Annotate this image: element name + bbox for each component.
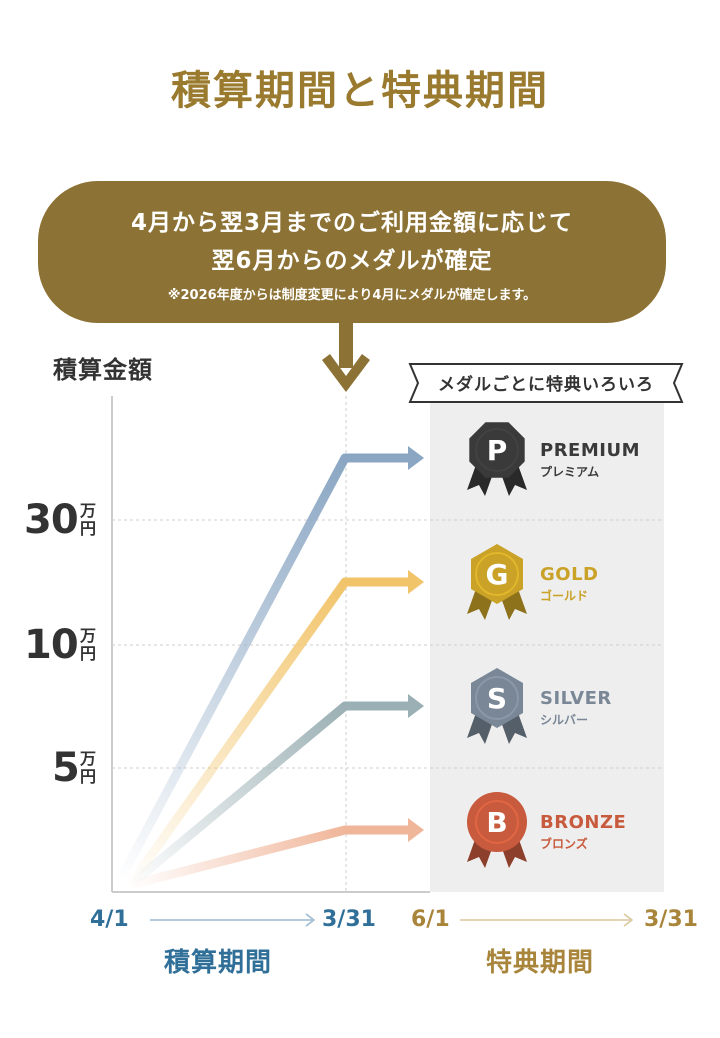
down-arrow-icon xyxy=(322,322,370,392)
page-title: 積算期間と特典期間 xyxy=(171,67,549,114)
y-tick-5: 5 万 円 xyxy=(52,745,97,791)
medal-label-premium: PREMIUM プレミアム xyxy=(540,440,640,480)
bubble-note: ※2026年度からは制度変更により4月にメダルが確定します。 xyxy=(167,288,537,303)
accumulation-period-name: 積算期間 xyxy=(164,948,273,978)
benefit-end: 3/31 xyxy=(644,907,698,932)
medal-label-gold: GOLD ゴールド xyxy=(540,564,599,604)
medal-name-en: BRONZE xyxy=(540,812,627,833)
medal-letter: B xyxy=(486,806,507,839)
medal-letter: G xyxy=(486,558,509,591)
medal-name-ja: ゴールド xyxy=(540,589,589,603)
bubble-line-1: 4月から翌3月までのご利用金額に応じて xyxy=(130,210,573,236)
accumulation-end: 3/31 xyxy=(322,907,376,932)
medal-label-bronze: BRONZE ブロンズ xyxy=(540,812,626,852)
benefit-banner-text: メダルごとに特典いろいろ xyxy=(438,375,654,395)
benefit-panel xyxy=(430,396,664,892)
medal-name-en: PREMIUM xyxy=(540,440,640,461)
benefit-period-name: 特典期間 xyxy=(486,948,595,978)
line-bronze xyxy=(128,818,424,890)
bubble-line-2: 翌6月からのメダルが確定 xyxy=(211,248,493,274)
medal-name-ja: ブロンズ xyxy=(540,837,588,851)
y-tick-30: 30 万 円 xyxy=(24,497,97,543)
medal-premium-icon: P xyxy=(467,422,527,496)
medal-label-silver: SILVER シルバー xyxy=(540,688,612,728)
line-gold xyxy=(126,570,424,888)
medal-letter: S xyxy=(487,682,507,715)
medal-name-ja: プレミアム xyxy=(540,465,600,479)
medal-name-en: GOLD xyxy=(540,564,599,585)
y-axis-label: 積算金額 xyxy=(53,356,153,384)
explanation-bubble: 4月から翌3月までのご利用金額に応じて 翌6月からのメダルが確定 ※2026年度… xyxy=(38,181,666,323)
benefit-banner xyxy=(408,363,684,403)
medal-letter: P xyxy=(487,434,508,467)
accumulation-start: 4/1 xyxy=(90,907,129,932)
medal-silver-icon: S xyxy=(467,668,527,744)
y-tick-10: 10 万 円 xyxy=(24,622,97,668)
benefit-start: 6/1 xyxy=(411,907,450,932)
medal-gold-icon: G xyxy=(467,544,527,620)
line-premium xyxy=(116,446,424,883)
medal-name-ja: シルバー xyxy=(540,713,589,727)
medal-name-en: SILVER xyxy=(540,688,612,709)
medal-bronze-icon: B xyxy=(467,792,527,868)
line-silver xyxy=(127,694,424,889)
